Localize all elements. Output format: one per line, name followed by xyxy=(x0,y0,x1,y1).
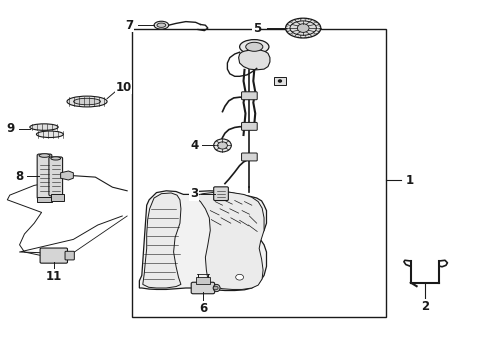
Text: 2: 2 xyxy=(420,300,428,312)
Text: 11: 11 xyxy=(45,270,62,283)
Circle shape xyxy=(213,286,218,290)
Bar xyxy=(132,29,386,317)
Circle shape xyxy=(297,24,308,32)
Ellipse shape xyxy=(289,21,316,35)
Polygon shape xyxy=(142,193,181,288)
Text: 6: 6 xyxy=(199,302,206,315)
Bar xyxy=(51,194,63,201)
Ellipse shape xyxy=(39,154,50,157)
Ellipse shape xyxy=(73,98,101,105)
Polygon shape xyxy=(139,191,266,291)
Text: 1: 1 xyxy=(405,174,413,186)
FancyBboxPatch shape xyxy=(49,157,62,196)
FancyBboxPatch shape xyxy=(241,92,257,100)
FancyBboxPatch shape xyxy=(65,251,74,260)
Ellipse shape xyxy=(154,21,168,29)
Text: 3: 3 xyxy=(190,187,198,200)
Text: 5: 5 xyxy=(252,22,260,35)
Ellipse shape xyxy=(213,284,220,292)
Ellipse shape xyxy=(36,131,63,138)
Polygon shape xyxy=(61,171,73,180)
Polygon shape xyxy=(238,50,269,70)
Text: 8: 8 xyxy=(16,170,23,183)
FancyBboxPatch shape xyxy=(241,122,257,130)
Bar xyxy=(195,277,210,284)
Text: 4: 4 xyxy=(190,139,198,152)
Ellipse shape xyxy=(239,40,268,54)
Circle shape xyxy=(213,139,231,152)
Ellipse shape xyxy=(30,124,58,130)
Text: 7: 7 xyxy=(125,19,133,32)
Circle shape xyxy=(217,142,227,149)
Ellipse shape xyxy=(285,18,320,38)
Bar xyxy=(37,197,52,202)
Ellipse shape xyxy=(245,42,263,51)
Ellipse shape xyxy=(67,96,107,107)
Bar xyxy=(273,77,285,85)
Text: 9: 9 xyxy=(7,122,15,135)
FancyBboxPatch shape xyxy=(213,187,228,201)
Circle shape xyxy=(278,80,281,82)
FancyBboxPatch shape xyxy=(40,248,67,263)
Circle shape xyxy=(235,274,243,280)
FancyBboxPatch shape xyxy=(37,154,52,199)
Ellipse shape xyxy=(51,157,61,160)
Text: 10: 10 xyxy=(115,81,132,94)
FancyBboxPatch shape xyxy=(191,282,214,294)
FancyBboxPatch shape xyxy=(241,153,257,161)
Polygon shape xyxy=(193,192,264,289)
Ellipse shape xyxy=(157,23,165,27)
